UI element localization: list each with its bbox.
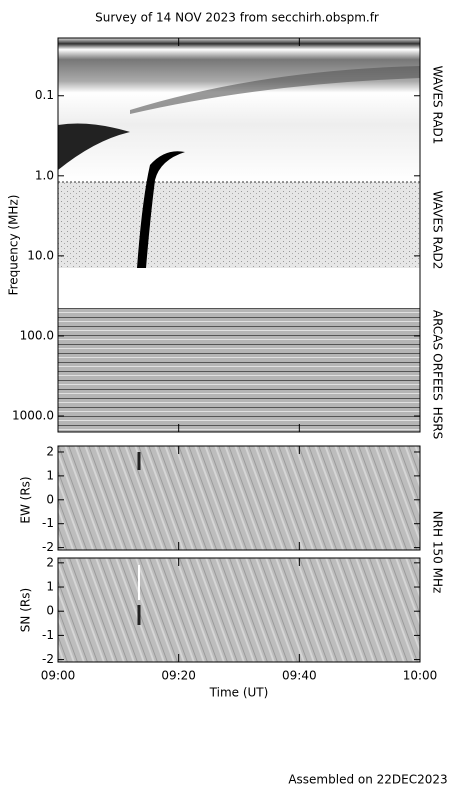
x-tick-label: 10:00 [403,669,438,683]
axes-frame [57,445,421,551]
y-tick-label: 0.1 [35,88,54,102]
y-axis-label: SN (Rs) [19,588,33,632]
y-axis-label: EW (Rs) [19,476,33,523]
axes-frame [57,37,421,433]
instrument-label: HSRS [431,407,445,440]
y-tick-label: 2 [46,444,54,458]
axes-frame [57,557,421,663]
instrument-label: ORFEES [431,353,445,400]
y-tick-label: 2 [46,555,54,569]
y-axis-label: Frequency (MHz) [7,195,21,296]
y-tick-label: 1.0 [35,168,54,182]
y-tick-label: 10.0 [27,248,54,262]
instrument-label: NRH 150 MHz [431,511,445,594]
y-tick-label: 1 [46,468,54,482]
instrument-label: ARCAS [431,310,445,350]
x-tick-label: 09:20 [161,669,196,683]
y-tick-label: -2 [42,652,54,666]
y-tick-label: -1 [42,628,54,642]
y-tick-label: 1 [46,580,54,594]
x-axis-label: Time (UT) [209,686,269,700]
chart-title: Survey of 14 NOV 2023 from secchirh.obsp… [95,11,379,25]
y-tick-label: 100.0 [20,328,54,342]
y-tick-label: 1000.0 [12,408,54,422]
footer-note: Assembled on 22DEC2023 [288,773,447,787]
y-tick-label: 0 [46,492,54,506]
instrument-label: WAVES RAD1 [431,66,445,145]
y-tick-label: -1 [42,516,54,530]
x-tick-label: 09:00 [41,669,76,683]
instrument-label: WAVES RAD2 [431,191,445,270]
y-tick-label: -2 [42,540,54,554]
x-tick-label: 09:40 [282,669,317,683]
y-tick-label: 0 [46,604,54,618]
spectrogram [58,38,420,662]
